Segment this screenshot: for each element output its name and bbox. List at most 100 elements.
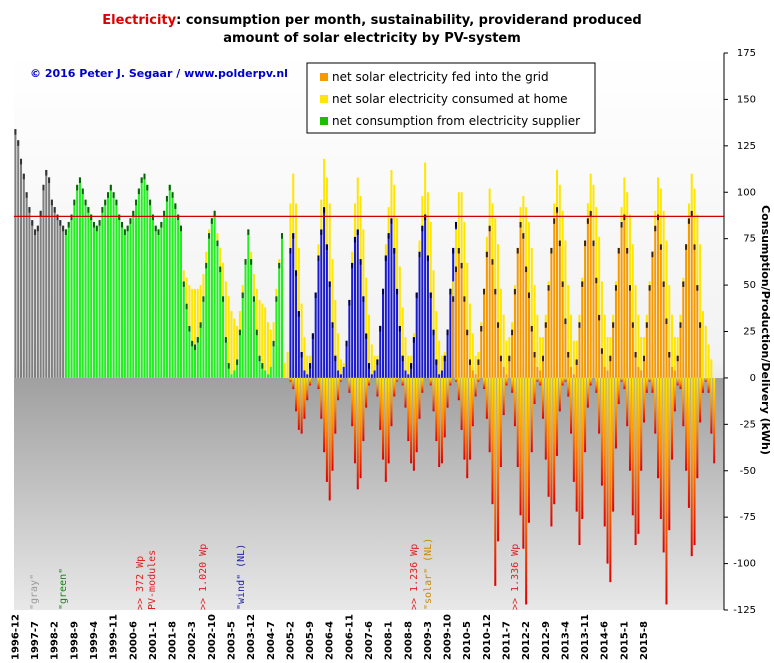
bar-solar-negative	[693, 377, 696, 546]
bar-solar-consumed	[233, 318, 236, 371]
bar-solar-fed	[603, 366, 606, 378]
bar-supplier-cap	[53, 207, 56, 213]
bar-solar-negative	[525, 377, 528, 605]
bar-solar-fed	[687, 218, 690, 378]
bar-solar-fed-cap	[614, 285, 617, 291]
bar-solar-fed	[454, 266, 458, 378]
bar-solar-consumed	[367, 314, 371, 364]
bar-solar-fed	[581, 281, 584, 378]
bar-solar-negative	[429, 377, 432, 386]
bar-supplier	[101, 207, 104, 378]
chart-title-rest: : consumption per month, sustainability,…	[176, 13, 642, 28]
bar-supplier	[137, 188, 140, 378]
bar-solar-negative	[379, 377, 382, 430]
bar-wind	[443, 355, 446, 378]
legend-label-fed: net solar electricity fed into the grid	[332, 70, 549, 84]
bar-solar-consumed	[645, 314, 648, 323]
x-tick-label: 2013-4	[560, 621, 571, 660]
bar-solar-fed	[606, 370, 609, 378]
bar-solar-negative	[457, 377, 460, 401]
bar-solar-fed	[494, 288, 497, 378]
bar-solar-negative	[337, 377, 340, 401]
bar-solar-consumed	[707, 344, 710, 378]
bar-solar-consumed	[657, 177, 660, 215]
bar-solar-negative	[297, 377, 300, 430]
bar-solar-negative	[362, 377, 365, 442]
bar-solar-fed	[595, 277, 598, 378]
bar-solar-fed	[679, 322, 682, 378]
bar-solar-fed	[648, 285, 651, 378]
bar-solar-consumed	[696, 214, 699, 286]
bar-solar-consumed	[286, 351, 289, 378]
bar-supplier-cap	[238, 329, 241, 336]
bar-supplier	[247, 229, 250, 378]
bar-solar-consumed	[575, 340, 578, 360]
bar-supplier-cap	[87, 207, 90, 213]
bar-solar-fed	[525, 266, 528, 378]
bar-wind-cap	[325, 244, 328, 250]
annotation-pv-modules: PV-modules	[147, 550, 158, 610]
bar-solar-consumed	[488, 188, 491, 226]
bar-solar-consumed	[561, 210, 564, 282]
bar-solar-fed	[541, 355, 544, 378]
x-tick-label: 2012-9	[541, 621, 552, 660]
bar-solar-consumed	[612, 314, 615, 323]
bar-supplier-cap	[261, 363, 264, 369]
bar-solar-consumed	[457, 192, 460, 248]
bar-solar-consumed	[637, 314, 640, 367]
bar-solar-fed	[530, 325, 533, 378]
bar-solar-consumed	[202, 273, 205, 297]
bar-solar-fed-cap	[628, 285, 631, 291]
x-tick-label: 2006-4	[325, 621, 336, 660]
bar-solar-fed	[598, 314, 601, 378]
bar-solar-fed	[699, 322, 702, 378]
bar-wind	[410, 363, 413, 378]
bar-solar-fed-cap	[598, 314, 601, 321]
bar-wind-cap	[323, 207, 326, 213]
x-tick-label: 2008-1	[384, 621, 395, 660]
x-tick-label: 2009-3	[423, 621, 434, 660]
bar-supplier	[81, 188, 84, 378]
y-tick-label: 150	[737, 94, 756, 105]
bar-solar-consumed	[205, 251, 208, 263]
bar-solar-fed-cap	[564, 318, 567, 325]
bar-supplier-cap	[185, 303, 188, 310]
bar-solar-consumed	[365, 277, 368, 334]
bar-solar-negative	[331, 377, 334, 471]
bar-solar-fed	[589, 210, 592, 378]
bar-solar-fed-cap	[527, 292, 530, 299]
legend-label-supplier: net consumption from electricity supplie…	[332, 114, 580, 128]
bar-solar-fed-cap	[483, 288, 486, 295]
bar-solar-consumed	[539, 337, 542, 371]
bar-supplier-cap	[236, 359, 239, 365]
bar-solar-consumed	[671, 314, 674, 367]
bar-supplier-cap	[22, 173, 25, 180]
bar-solar-consumed	[266, 322, 269, 375]
bar-solar-fed-cap	[452, 296, 455, 302]
bar-solar-fed-cap	[589, 210, 592, 217]
bar-solar-fed	[662, 281, 665, 378]
bar-supplier	[151, 214, 154, 378]
bar-solar-consumed	[272, 322, 275, 341]
bar-solar-fed	[567, 351, 570, 378]
bar-solar-fed	[491, 259, 494, 378]
bar-solar-negative	[558, 377, 561, 412]
bar-solar-consumed	[303, 337, 306, 371]
x-tick-label: 2014-6	[600, 621, 611, 660]
bar-solar-negative	[390, 377, 393, 427]
bar-solar-negative	[446, 377, 449, 408]
plot-background-below-zero	[14, 378, 724, 610]
bar-solar-fed-cap	[595, 277, 598, 284]
bar-solar-fed-cap	[617, 247, 620, 254]
bar-wind	[384, 255, 387, 378]
bar-supplier	[20, 158, 23, 378]
bar-solar-consumed	[662, 210, 665, 282]
bar-solar-consumed	[564, 240, 567, 319]
bar-solar-consumed	[640, 337, 643, 371]
bar-solar-negative	[309, 377, 312, 386]
bar-supplier-cap	[224, 337, 227, 343]
bar-solar-negative	[505, 377, 508, 386]
bar-solar-fed	[620, 221, 623, 378]
bar-wind-cap	[393, 247, 396, 254]
bar-wind	[415, 292, 418, 378]
